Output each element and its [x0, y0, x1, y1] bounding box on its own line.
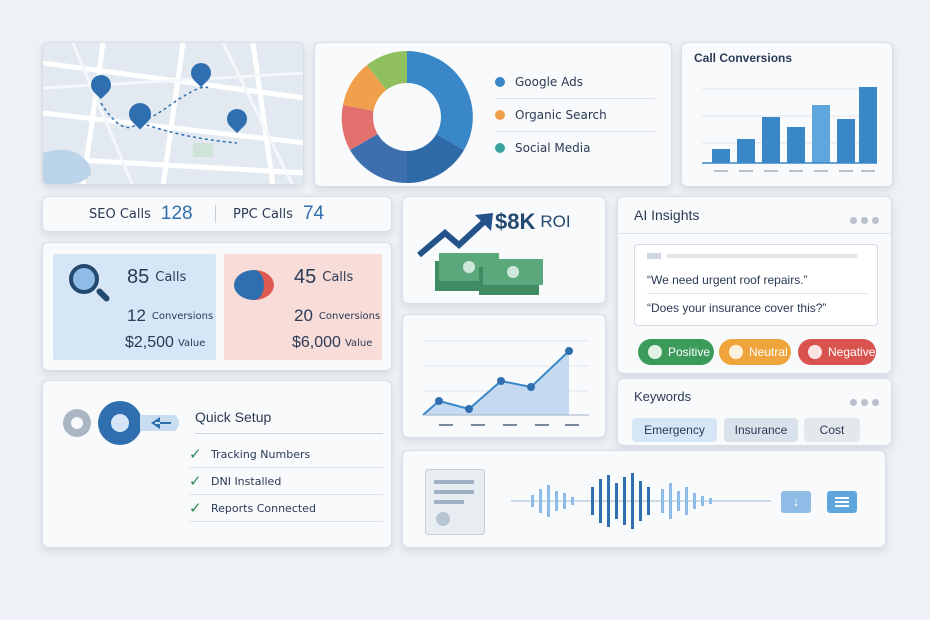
ai-insights-title: AI Insights — [634, 207, 700, 223]
point — [465, 405, 473, 413]
bar — [762, 117, 780, 163]
seo-stats-panel: 85 Calls 12 Conversions $2,500 Value — [53, 254, 216, 360]
ppc-stats-panel: 45 Calls 20 Conversions $6,000 Value — [224, 254, 382, 360]
document-icon — [425, 469, 485, 535]
roi-value: $8K — [495, 209, 536, 234]
keywords-title: Keywords — [634, 389, 692, 404]
check-icon: ✓ — [189, 446, 202, 463]
setup-item-dni-installed: ✓ DNI Installed — [189, 473, 282, 490]
smile-icon — [648, 345, 662, 359]
sentiment-positive[interactable]: Positive — [638, 339, 714, 365]
bar — [712, 149, 730, 163]
seo-calls-value: 128 — [160, 203, 193, 224]
keywords-card: Keywords Emergency Insurance Cost — [617, 378, 892, 446]
call-recording-card: ↓ — [402, 450, 886, 548]
check-icon: ✓ — [189, 500, 202, 517]
ai-insights-card: AI Insights “We need urgent roof repairs… — [617, 196, 892, 374]
ppc-calls-label: PPC Calls — [233, 206, 293, 222]
bar — [837, 119, 855, 163]
more-options-icon[interactable] — [846, 211, 879, 229]
legend-social-media: Social Media — [495, 135, 655, 161]
quote-2: “Does your insurance cover this?” — [647, 301, 827, 315]
google-ads-dot — [495, 77, 505, 87]
call-conversions-title: Call Conversions — [694, 51, 793, 65]
bar — [812, 105, 830, 163]
roi-label: ROI — [540, 212, 571, 231]
trend-line-chart — [422, 340, 589, 426]
quote-1: “We need urgent roof repairs.” — [647, 273, 808, 287]
more-options-icon[interactable] — [846, 393, 879, 411]
social-media-dot — [495, 143, 505, 153]
quick-setup-card: Quick Setup ✓ Tracking Numbers ✓ DNI Ins… — [42, 380, 392, 548]
call-conversions-card: Call Conversions — [681, 42, 893, 187]
call-conversions-chart — [702, 87, 877, 172]
gears-icon — [63, 401, 179, 445]
keyword-chip-cost[interactable]: Cost — [804, 418, 860, 442]
bar — [737, 139, 755, 163]
point — [527, 383, 535, 391]
legend-organic-search: Organic Search — [495, 102, 655, 128]
transcript-box: “We need urgent roof repairs.” “Does you… — [634, 244, 878, 326]
map-card — [42, 42, 304, 185]
quick-setup-title: Quick Setup — [195, 409, 272, 425]
transcript-button[interactable] — [827, 491, 857, 513]
sentiment-neutral[interactable]: Neutral — [719, 339, 791, 365]
bar — [859, 87, 877, 163]
legend-google-ads: Google Ads — [495, 69, 655, 95]
organic-search-dot — [495, 110, 505, 120]
download-icon: ↓ — [792, 494, 800, 509]
ppc-calls-value: 74 — [302, 203, 325, 224]
magnifier-icon — [69, 264, 99, 294]
download-button[interactable]: ↓ — [781, 491, 811, 513]
setup-item-tracking-numbers: ✓ Tracking Numbers — [189, 446, 311, 463]
traffic-sources-card: Google Ads Organic Search Social Media — [314, 42, 672, 187]
ppc-chart-icon — [234, 270, 274, 300]
audio-waveform — [511, 473, 771, 529]
magnifier-handle — [95, 287, 111, 303]
money-stack-icon — [435, 253, 543, 295]
bar — [787, 127, 805, 163]
point — [565, 347, 573, 355]
stats-card: 85 Calls 12 Conversions $2,500 Value 45 … — [42, 242, 392, 371]
map-illustration — [43, 43, 303, 184]
divider — [215, 205, 216, 223]
point — [435, 397, 443, 405]
sentiment-negative[interactable]: Negative — [798, 339, 876, 365]
trend-chart-card — [402, 314, 606, 438]
traffic-donut-chart — [341, 51, 473, 183]
roi-card: $8K ROI — [402, 196, 606, 304]
check-icon: ✓ — [189, 473, 202, 490]
point — [497, 377, 505, 385]
frown-icon — [808, 345, 822, 359]
keyword-chip-insurance[interactable]: Insurance — [724, 418, 798, 442]
trend-arrow-icon — [417, 213, 493, 258]
list-icon — [835, 497, 849, 499]
calls-summary-card: SEO Calls 128 PPC Calls 74 — [42, 196, 392, 232]
keyword-chip-emergency[interactable]: Emergency — [632, 418, 717, 442]
seo-calls-label: SEO Calls — [89, 206, 151, 222]
setup-item-reports-connected: ✓ Reports Connected — [189, 500, 316, 517]
neutral-face-icon — [729, 345, 743, 359]
